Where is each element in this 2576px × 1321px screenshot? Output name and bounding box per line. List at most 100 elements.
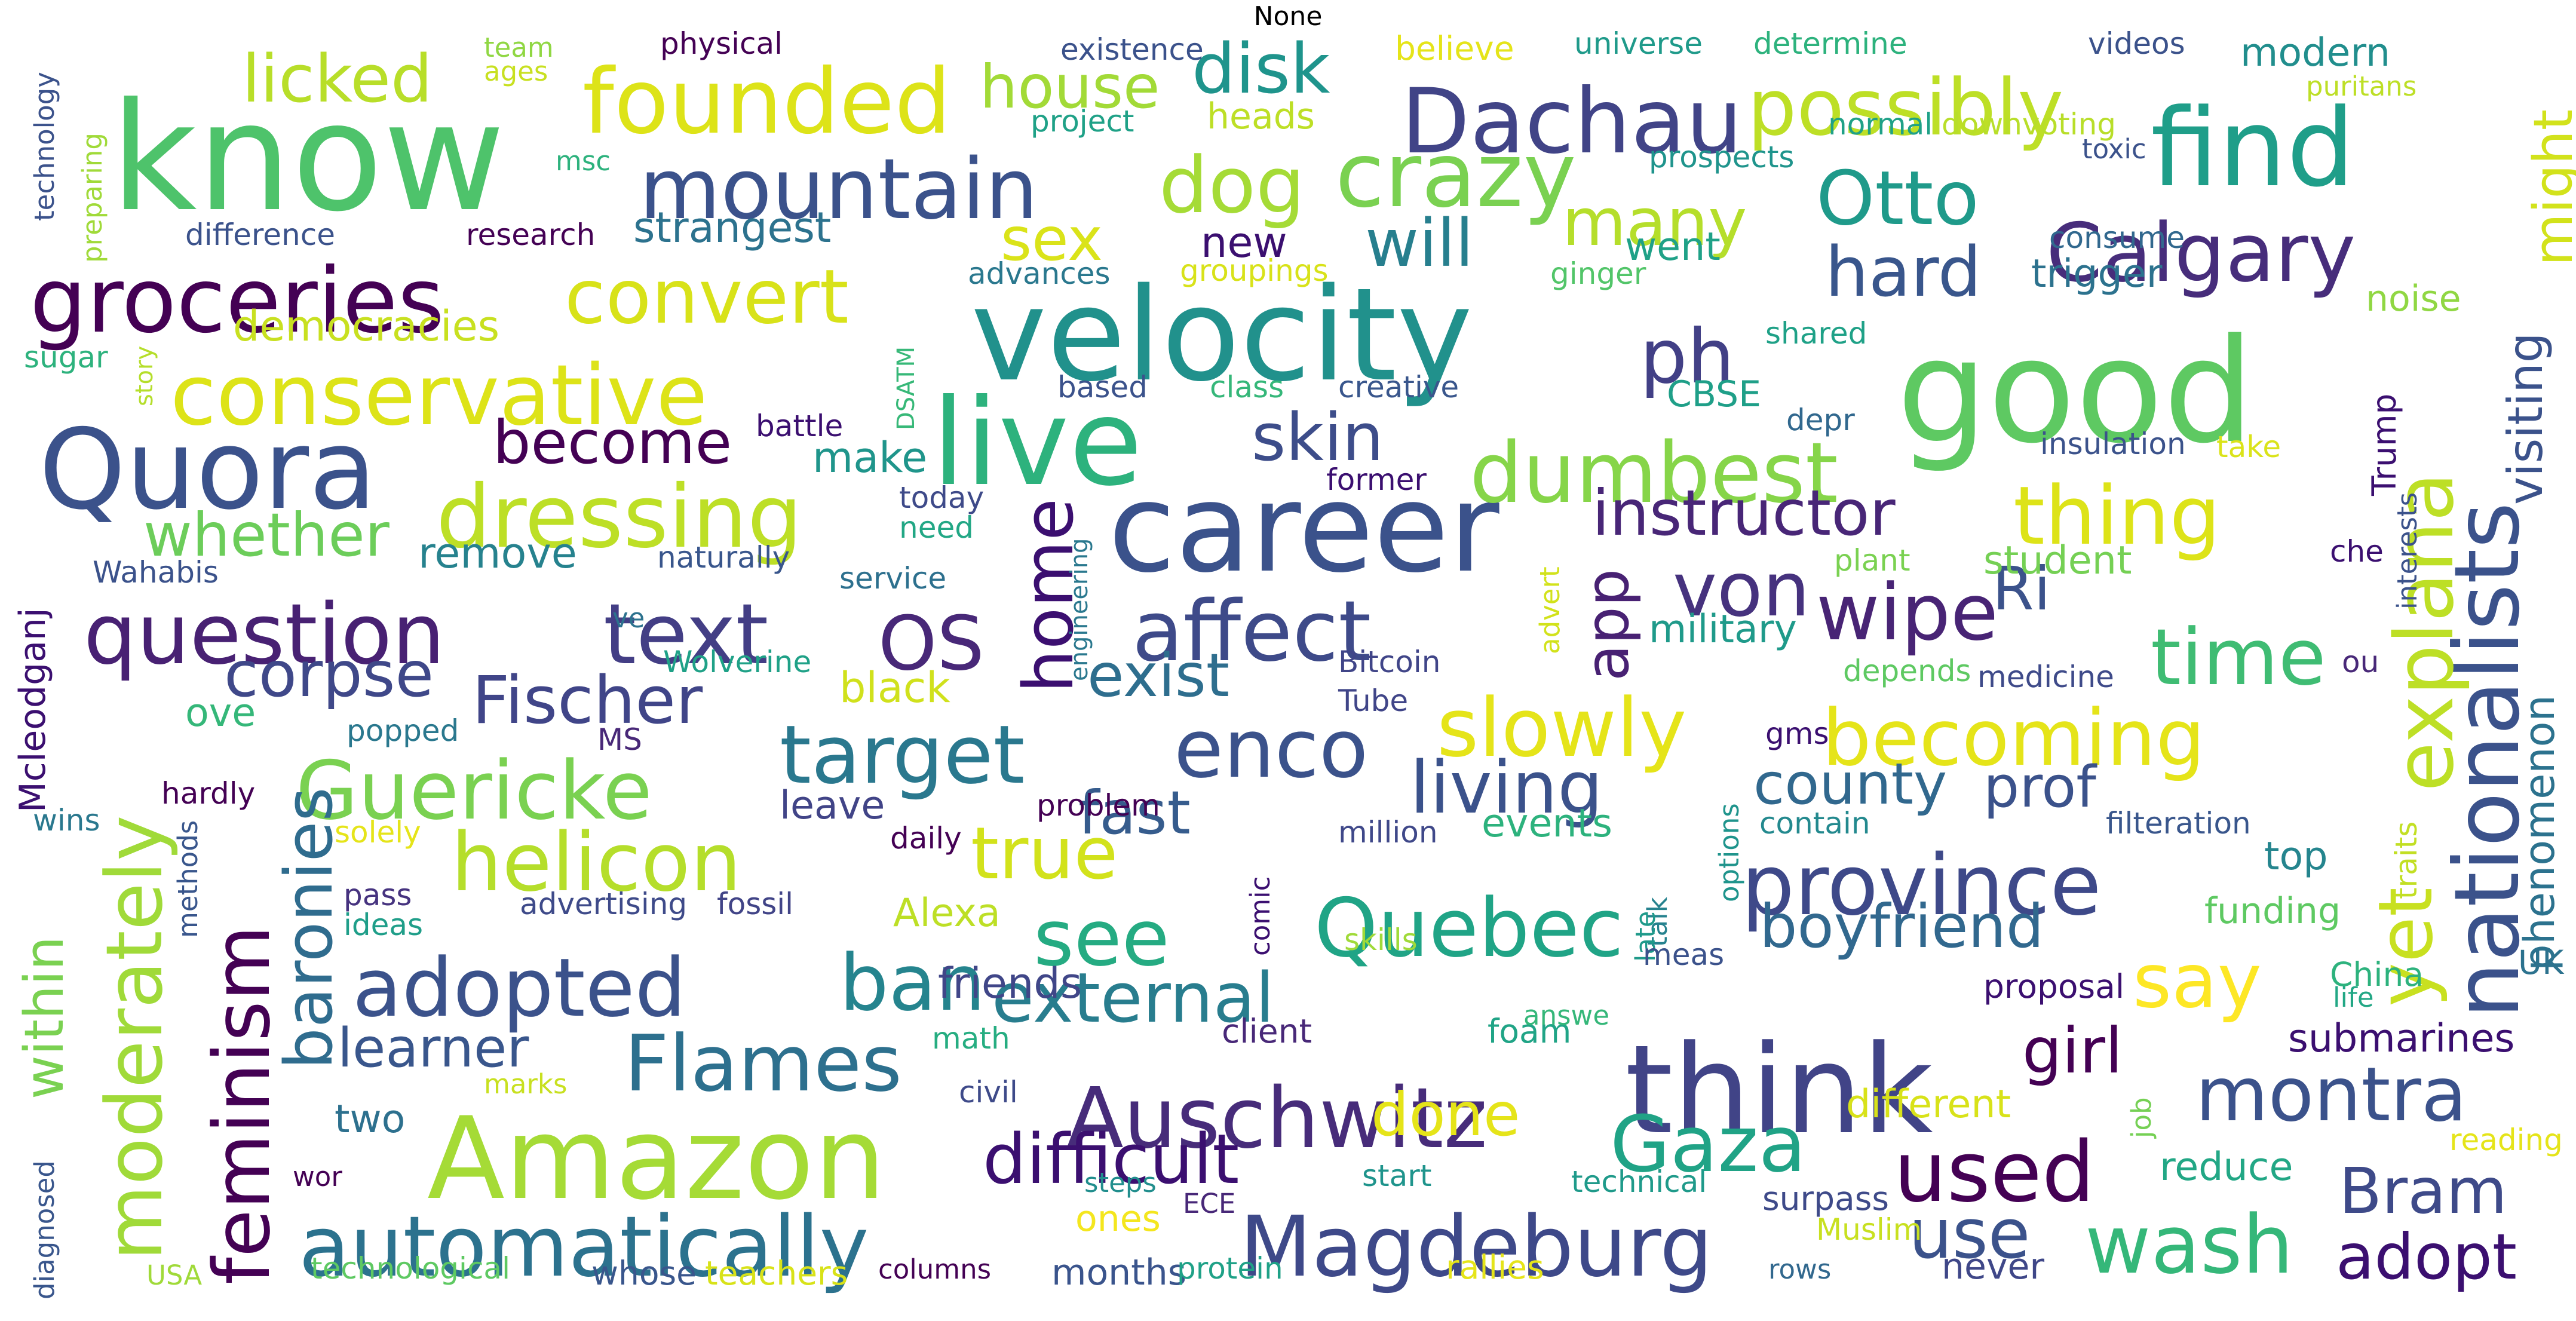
- word-uk: UK: [2518, 943, 2565, 982]
- word-bitcoin: Bitcoin: [1338, 645, 1440, 679]
- word-depr: depr: [1786, 403, 1855, 437]
- word-china: China: [2330, 955, 2424, 994]
- word-client: client: [1222, 1012, 1312, 1050]
- word-fischer: Fischer: [472, 662, 703, 738]
- word-living: living: [1410, 747, 1603, 830]
- word-von: von: [1673, 547, 1810, 633]
- word-military: military: [1649, 607, 1797, 652]
- word-difference: difference: [185, 217, 335, 252]
- word-make: make: [812, 433, 927, 482]
- word-corpse: corpse: [224, 638, 434, 711]
- word-know: know: [111, 71, 505, 244]
- word-adopted: adopted: [352, 941, 686, 1035]
- word-visiting: visiting: [2498, 332, 2553, 505]
- word-become: become: [493, 407, 732, 477]
- word-heads: heads: [1207, 96, 1315, 137]
- word-advert: advert: [1534, 566, 1566, 654]
- word-friends: friends: [938, 959, 1082, 1008]
- word-groceries: groceries: [30, 249, 444, 353]
- word-marks: marks: [484, 1068, 567, 1100]
- word-os: OS: [878, 600, 985, 687]
- word-possibly: possibly: [1747, 62, 2063, 153]
- word-contain: contain: [1759, 806, 1870, 841]
- word-hard: hard: [1825, 232, 1982, 312]
- word-research: research: [466, 217, 595, 252]
- word-exist: exist: [1087, 640, 1229, 710]
- word-skills: skills: [1344, 922, 1418, 957]
- word-toxic: toxic: [2082, 133, 2146, 165]
- word-flames: Flames: [624, 1018, 902, 1109]
- word-mcleodganj: Mcleodganj: [12, 608, 54, 813]
- word-used: used: [1894, 1124, 2095, 1221]
- word-che: che: [2330, 534, 2384, 569]
- word-convert: convert: [565, 254, 849, 341]
- word-dumbest: dumbest: [1470, 425, 1838, 522]
- word-daily: daily: [890, 821, 962, 856]
- word-instructor: instructor: [1592, 477, 1896, 550]
- word-use: use: [1909, 1194, 2031, 1274]
- word-difficult: difficult: [983, 1120, 1239, 1200]
- word-talk: talk: [1642, 897, 1673, 947]
- word-ph: ph: [1640, 314, 1735, 400]
- word-question: question: [84, 586, 445, 684]
- word-licked: licked: [242, 41, 433, 117]
- word-montra: montra: [2195, 1052, 2467, 1138]
- word-automatically: automatically: [299, 1199, 869, 1296]
- word-groupings: groupings: [1180, 253, 1329, 288]
- word-home: home: [1009, 498, 1089, 693]
- word-house: house: [980, 52, 1160, 122]
- word-top: top: [2264, 834, 2328, 879]
- word-technology: technology: [29, 72, 60, 221]
- word-normal: normal: [1828, 107, 1933, 142]
- word-creative: creative: [1338, 370, 1459, 404]
- word-fast: fast: [1078, 778, 1191, 848]
- word-ove: ove: [185, 691, 256, 735]
- word-reading: reading: [2449, 1123, 2563, 1157]
- word-medicine: medicine: [1977, 660, 2114, 694]
- word-technical: technical: [1571, 1164, 1707, 1199]
- word-advances: advances: [968, 256, 1111, 291]
- word-teachers: teachers: [705, 1254, 848, 1292]
- word-funding: funding: [2204, 890, 2341, 932]
- word-yet: yet: [2363, 887, 2449, 1007]
- word-take: take: [2216, 430, 2281, 464]
- word-prof: prof: [1983, 755, 2097, 820]
- word-prospects: prospects: [1649, 140, 1794, 174]
- word-sex: sex: [1001, 204, 1103, 274]
- chart-title: None: [1253, 1, 1323, 32]
- word-former: former: [1326, 462, 1427, 497]
- word-trigger: trigger: [2031, 252, 2163, 296]
- word-ms: MS: [597, 722, 642, 757]
- word-popped: popped: [346, 713, 459, 748]
- word-rallies: rallies: [1446, 1248, 1544, 1286]
- word-explana: explana: [2378, 472, 2471, 792]
- word-late: late: [1630, 911, 1661, 962]
- word-target: target: [780, 708, 1025, 802]
- word-ages: ages: [484, 56, 548, 87]
- word-gms: gms: [1765, 716, 1829, 751]
- word-quora: Quora: [39, 405, 376, 534]
- word-time: time: [2151, 612, 2326, 703]
- word-girl: girl: [2022, 1014, 2123, 1087]
- word-mountain: mountain: [639, 141, 1038, 238]
- word-puritans: puritans: [2306, 71, 2416, 102]
- word-think: think: [1625, 1019, 1933, 1161]
- word-affect: affect: [1132, 583, 1371, 681]
- word-msc: msc: [556, 145, 611, 177]
- word-solely: solely: [335, 815, 421, 850]
- word-depends: depends: [1843, 654, 1971, 688]
- word-determine: determine: [1753, 26, 1908, 61]
- word-sugar: sugar: [24, 340, 108, 375]
- word-story: story: [131, 346, 158, 406]
- word-insulation: insulation: [2040, 427, 2186, 461]
- word-methods: methods: [172, 820, 204, 938]
- word-problem: problem: [1036, 788, 1160, 823]
- word-steps: steps: [1084, 1167, 1157, 1199]
- word-founded: founded: [582, 50, 951, 154]
- word-boyfriend: boyfriend: [1759, 891, 2044, 961]
- word-baronies: baronies: [271, 787, 347, 1069]
- word-becoming: becoming: [1822, 692, 2205, 783]
- word-downvoting: downvoting: [1942, 107, 2116, 142]
- word-ideas: ideas: [344, 908, 423, 942]
- word-went: went: [1625, 225, 1721, 269]
